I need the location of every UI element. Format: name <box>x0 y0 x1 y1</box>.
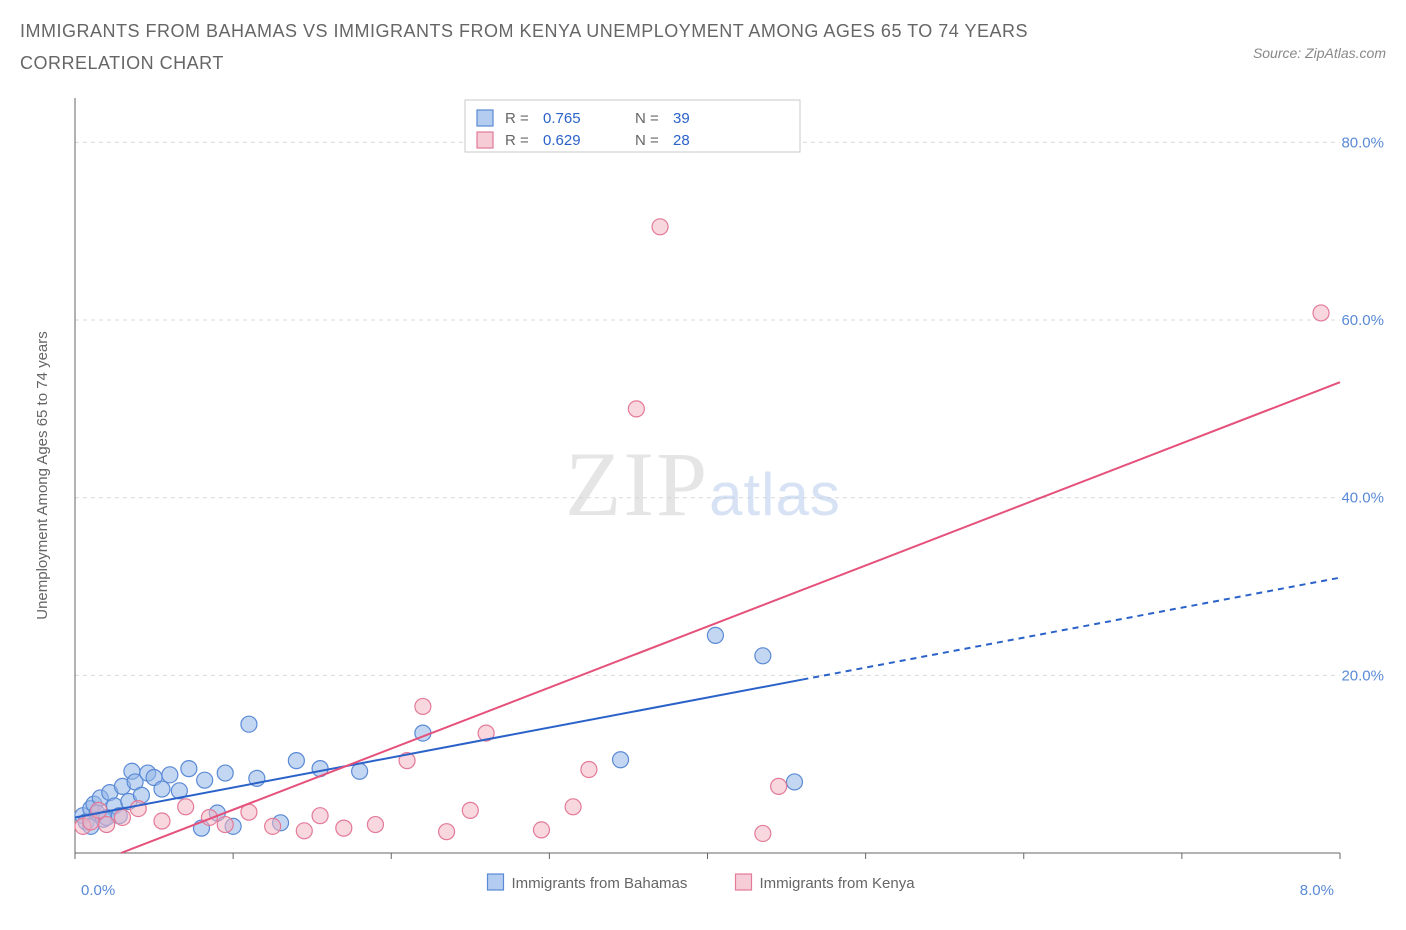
data-point <box>181 760 197 776</box>
data-point <box>154 781 170 797</box>
bottom-legend-swatch <box>488 874 504 890</box>
data-point <box>265 818 281 834</box>
legend-swatch <box>477 132 493 148</box>
svg-text:80.0%: 80.0% <box>1341 134 1384 151</box>
source-label: Source: <box>1253 45 1305 61</box>
data-point <box>581 761 597 777</box>
regression-line <box>121 382 1340 853</box>
header: IMMIGRANTS FROM BAHAMAS VS IMMIGRANTS FR… <box>20 15 1386 80</box>
data-point <box>613 752 629 768</box>
data-point <box>130 800 146 816</box>
data-point <box>154 813 170 829</box>
data-point <box>352 763 368 779</box>
chart-title: IMMIGRANTS FROM BAHAMAS VS IMMIGRANTS FR… <box>20 15 1120 80</box>
data-point <box>99 816 115 832</box>
bottom-legend-label: Immigrants from Bahamas <box>512 875 688 892</box>
data-point <box>178 799 194 815</box>
data-point <box>336 820 352 836</box>
data-point <box>217 816 233 832</box>
data-point <box>755 648 771 664</box>
svg-text:0.0%: 0.0% <box>81 882 115 899</box>
svg-text:20.0%: 20.0% <box>1341 667 1384 684</box>
data-point <box>707 627 723 643</box>
svg-text:N =: N = <box>635 110 659 127</box>
scatter-chart: 20.0% 40.0% 60.0% 80.0% 0.0% 8.0% Unemployment… <box>20 88 1386 908</box>
svg-text:N =: N = <box>635 132 659 149</box>
svg-text:40.0%: 40.0% <box>1341 489 1384 506</box>
legend-swatch <box>477 110 493 126</box>
data-point <box>296 823 312 839</box>
svg-text:39: 39 <box>673 110 690 127</box>
svg-text:28: 28 <box>673 132 690 149</box>
data-point <box>628 401 644 417</box>
svg-text:0.629: 0.629 <box>543 132 581 149</box>
bottom-legend-label: Immigrants from Kenya <box>760 875 916 892</box>
data-point <box>312 807 328 823</box>
data-point <box>288 752 304 768</box>
regression-line-extrapolated <box>802 577 1340 679</box>
regression-line <box>75 679 802 817</box>
data-point <box>415 698 431 714</box>
data-point <box>197 772 213 788</box>
source-attribution: Source: ZipAtlas.com <box>1253 45 1386 61</box>
data-point <box>114 809 130 825</box>
svg-text:8.0%: 8.0% <box>1300 882 1334 899</box>
data-point <box>786 774 802 790</box>
data-point <box>367 816 383 832</box>
data-point <box>1313 305 1329 321</box>
data-point <box>217 765 233 781</box>
data-point <box>91 802 107 818</box>
source-name: ZipAtlas.com <box>1305 45 1386 61</box>
svg-text:0.765: 0.765 <box>543 110 581 127</box>
data-point <box>565 799 581 815</box>
svg-text:R =: R = <box>505 132 529 149</box>
svg-text:60.0%: 60.0% <box>1341 312 1384 329</box>
data-point <box>162 767 178 783</box>
data-point <box>439 823 455 839</box>
chart-container: ZIPatlas 20.0%40.0%60.0%80.0%0.0%8.0%Une… <box>20 88 1386 913</box>
data-point <box>771 778 787 794</box>
svg-text:Unemployment Among Ages 65 to: Unemployment Among Ages 65 to 74 years <box>34 331 51 620</box>
data-point <box>241 716 257 732</box>
data-point <box>652 219 668 235</box>
bottom-legend-swatch <box>736 874 752 890</box>
data-point <box>462 802 478 818</box>
svg-text:R =: R = <box>505 110 529 127</box>
data-point <box>533 822 549 838</box>
data-point <box>755 825 771 841</box>
